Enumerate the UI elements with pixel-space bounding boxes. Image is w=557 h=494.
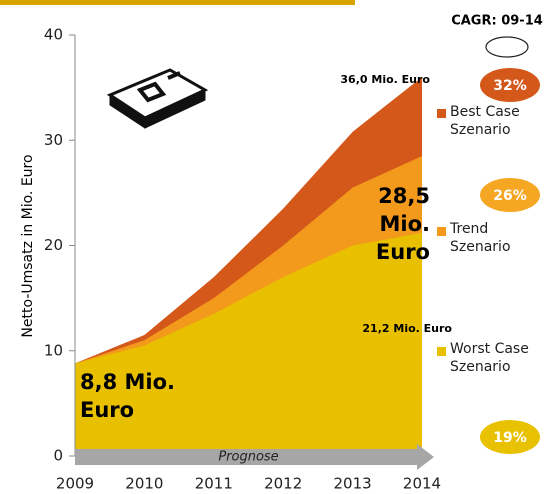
x-tick-label: 2009 [56, 475, 94, 493]
data-label: 36,0 Mio. Euro [340, 73, 430, 86]
legend-swatch [437, 109, 446, 118]
money-icon [106, 68, 209, 129]
x-tick-label: 2014 [403, 475, 441, 493]
cagr-label: 26% [493, 188, 527, 204]
data-label: 8,8 Mio. Euro [80, 370, 176, 422]
y-axis-label: Netto-Umsatz in Mio. Euro [20, 154, 36, 337]
cagr-badge [480, 420, 540, 454]
legend-label: Best Case Szenario [450, 104, 520, 138]
legend-label: Worst Case Szenario [450, 341, 529, 375]
header-strip [0, 0, 355, 5]
y-tick-label: 20 [44, 236, 63, 254]
y-tick-label: 0 [53, 447, 63, 465]
x-tick-label: 2010 [125, 475, 163, 493]
x-tick-label: 2012 [264, 475, 302, 493]
data-label: 28,5 Mio. Euro [375, 184, 430, 264]
x-tick-label: 2011 [195, 475, 233, 493]
y-tick-label: 40 [44, 26, 63, 44]
legend-swatch [437, 347, 446, 356]
prognose-label: Prognose [218, 450, 278, 465]
data-label: 21,2 Mio. Euro [362, 322, 452, 335]
y-tick-label: 30 [44, 131, 63, 149]
y-tick-label: 10 [44, 341, 63, 359]
cagr-label: 19% [493, 430, 527, 446]
cagr-label: 32% [493, 78, 527, 94]
prognose-arrow [75, 444, 434, 470]
cagr-badge [480, 178, 540, 212]
cagr-ellipse [485, 36, 529, 58]
legend-swatch [437, 227, 446, 236]
legend-label: Trend Szenario [450, 221, 511, 255]
area [75, 232, 422, 456]
x-tick-label: 2013 [334, 475, 372, 493]
cagr-badge [480, 68, 540, 102]
cagr-title: CAGR: 09-14 [451, 14, 543, 29]
areas [75, 77, 422, 456]
